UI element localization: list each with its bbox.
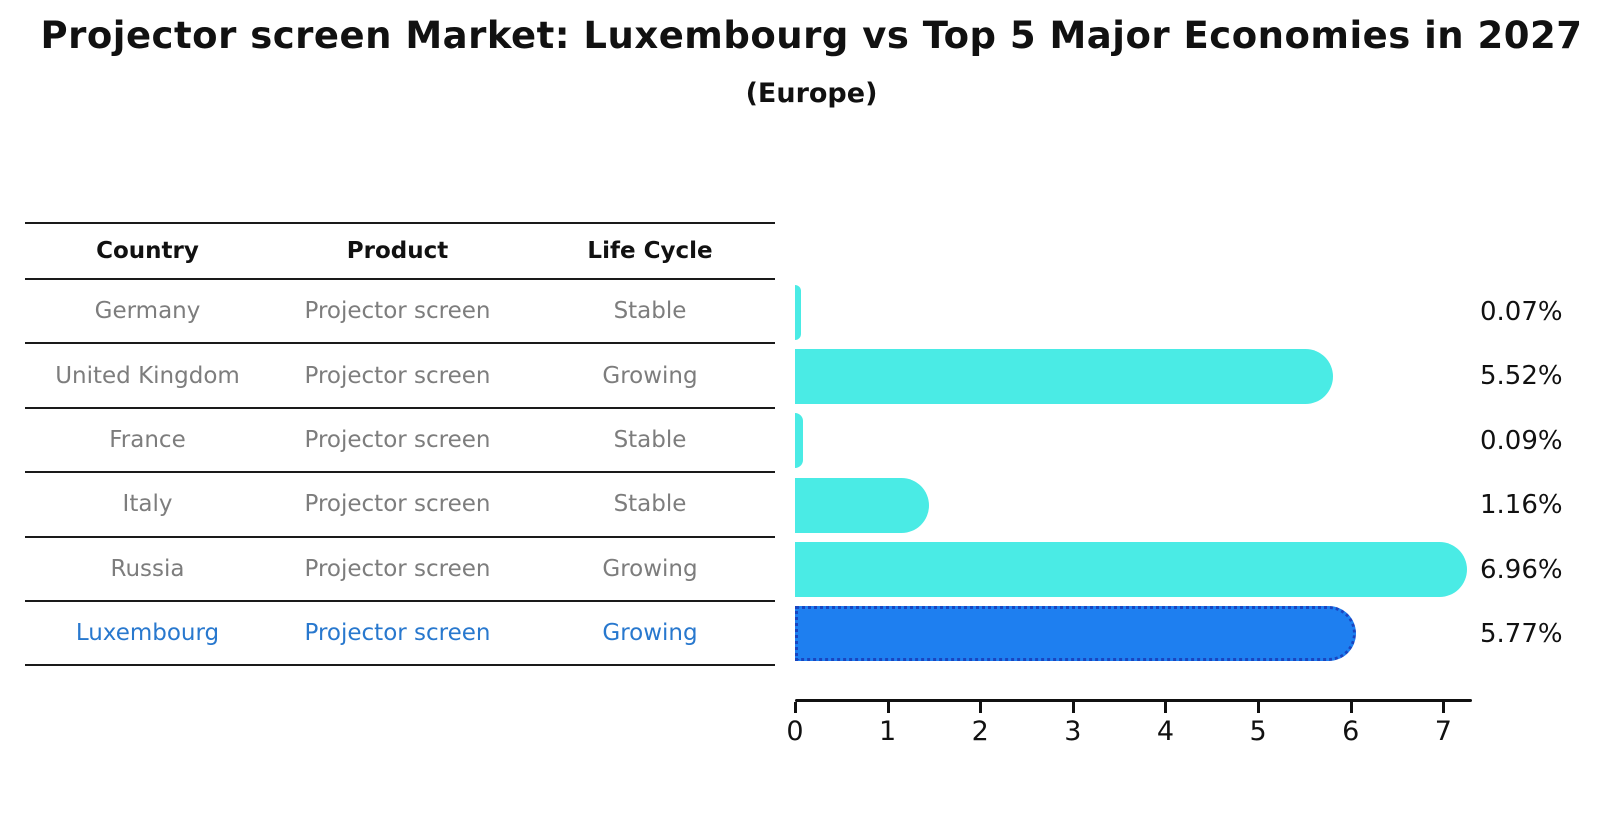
bar-value-label: 0.07% <box>1480 297 1563 327</box>
x-axis-tick-label: 0 <box>786 716 804 747</box>
x-axis-tick-label: 3 <box>1064 716 1082 747</box>
table-row: Russia Projector screen Growing <box>25 538 775 602</box>
chart-title: Projector screen Market: Luxembourg vs T… <box>40 14 1583 57</box>
x-axis-tick-mark <box>1442 702 1446 713</box>
table-cell-product: Projector screen <box>304 620 491 647</box>
bar-slot <box>795 344 1495 408</box>
x-axis-tick-mark <box>1257 702 1261 713</box>
x-axis-tick-label: 2 <box>971 716 989 747</box>
table-cell-country: Luxembourg <box>75 620 220 647</box>
bar-germany <box>795 284 802 340</box>
info-table: Country Product Life Cycle Germany Projec… <box>25 222 775 667</box>
x-axis-tick-label: 7 <box>1434 716 1452 747</box>
table-body: Germany Projector screen Stable United King… <box>25 280 775 667</box>
table-cell-country: Italy <box>122 491 173 518</box>
table-row: Germany Projector screen Stable <box>25 280 775 345</box>
table-header-row: Country Product Life Cycle <box>25 222 775 280</box>
table-cell-life_cycle: Growing <box>602 555 698 582</box>
table-row: Italy Projector screen Stable <box>25 473 775 538</box>
table-cell-product: Projector screen <box>304 298 491 325</box>
table-header-product: Product <box>346 238 449 264</box>
table-cell-life_cycle: Stable <box>613 491 687 518</box>
table-cell-country: United Kingdom <box>55 362 240 389</box>
bar-slot <box>795 538 1495 602</box>
table-cell-life_cycle: Stable <box>613 426 687 453</box>
bar-value-label: 6.96% <box>1480 554 1563 585</box>
table-cell-life_cycle: Stable <box>613 298 687 325</box>
bar-value-label: 0.09% <box>1480 425 1563 456</box>
x-axis-line <box>795 699 1472 702</box>
x-axis-tick-mark <box>1349 702 1353 713</box>
table-row: United Kingdom Projector screen Growing <box>25 344 775 409</box>
x-axis-tick-label: 1 <box>879 716 897 747</box>
table-cell-product: Projector screen <box>304 362 491 389</box>
table-cell-life_cycle: Growing <box>602 620 698 647</box>
table-cell-country: Germany <box>94 298 201 325</box>
x-axis-tick-mark <box>886 702 890 713</box>
x-axis-tick-mark <box>794 702 797 713</box>
bar-slot <box>795 409 1495 473</box>
chart-subtitle: (Europe) <box>745 78 878 109</box>
table-row: France Projector screen Stable <box>25 409 775 474</box>
bar-united-kingdom <box>795 348 1334 404</box>
bar-france <box>795 413 804 469</box>
bar-italy <box>795 477 930 533</box>
table-header-country: Country <box>96 238 199 264</box>
x-axis-tick-label: 4 <box>1156 716 1175 747</box>
x-axis-tick-mark <box>979 702 983 713</box>
bar-slot <box>795 473 1495 537</box>
x-axis-tick-mark <box>1164 702 1168 713</box>
x-axis-tick-label: 5 <box>1249 716 1267 747</box>
x-axis-tick-label: 6 <box>1342 716 1360 747</box>
x-axis-tick-mark <box>1071 702 1075 713</box>
table-cell-country: France <box>109 426 186 453</box>
table-cell-product: Projector screen <box>304 426 491 453</box>
table-cell-country: Russia <box>110 555 185 582</box>
bar-value-labels: 0.07% 5.52% 0.09% 1.16% 6.96% 5.77% <box>1480 280 1620 666</box>
bar-value-label: 5.77% <box>1480 618 1563 649</box>
bar-luxembourg-highlighted <box>795 606 1357 662</box>
table-header-life-cycle: Life Cycle <box>587 238 713 264</box>
bar-chart <box>795 280 1495 666</box>
bar-value-label: 1.16% <box>1480 490 1563 521</box>
bar-value-label: 5.52% <box>1480 361 1563 392</box>
table-cell-life_cycle: Growing <box>602 362 698 389</box>
table-cell-product: Projector screen <box>304 555 491 582</box>
table-cell-product: Projector screen <box>304 491 491 518</box>
table-row: Luxembourg Projector screen Growing <box>25 602 775 667</box>
bar-slot <box>795 280 1495 344</box>
bar-slot <box>795 602 1495 666</box>
bar-russia <box>795 542 1467 598</box>
